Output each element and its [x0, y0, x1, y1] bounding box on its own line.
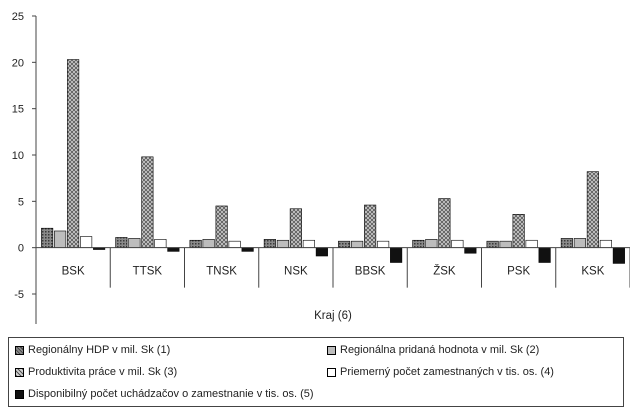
- bar-light-gray: [202, 239, 215, 248]
- legend-item-series-1: Regionálny HDP v mil. Sk (1): [15, 344, 170, 356]
- legend-label: Regionálny HDP v mil. Sk (1): [28, 344, 171, 356]
- bar-dots: [115, 237, 128, 248]
- bar-white: [599, 239, 612, 248]
- y-tick-label: 25: [12, 11, 24, 23]
- x-category-label: TTSK: [133, 266, 163, 278]
- x-category-label: BSK: [62, 266, 85, 278]
- bar-crosshatch: [512, 214, 525, 248]
- bar-black: [538, 247, 551, 263]
- bar-light-gray: [573, 238, 586, 248]
- bar-white: [451, 239, 464, 248]
- y-tick-label: 20: [12, 57, 24, 69]
- bar-white: [377, 240, 390, 248]
- x-category-label: KSK: [581, 266, 604, 278]
- bar-white: [228, 240, 241, 248]
- bar-black: [241, 247, 254, 252]
- bar-dots: [338, 240, 351, 248]
- bar-chart: -5 0 5 10 15 20 25 BSK TTSK TNSK NSK BBSK ŽSK PSK KSK K…: [12, 11, 630, 324]
- bar-black: [167, 247, 180, 252]
- bar-white: [80, 236, 93, 248]
- bar-crosshatch: [67, 59, 80, 248]
- x-category-label: ŽSK: [433, 265, 456, 278]
- bar-light-gray: [54, 230, 67, 248]
- x-category-label: NSK: [284, 266, 308, 278]
- bar-dots: [263, 239, 276, 248]
- x-category-label: BBSK: [355, 266, 386, 278]
- chart-legend: Regionálny HDP v mil. Sk (1) Regionálna …: [8, 337, 624, 407]
- y-tick-label: 10: [12, 150, 24, 162]
- bar-light-gray: [351, 240, 364, 248]
- bar-crosshatch: [141, 156, 154, 248]
- bar-black: [464, 247, 477, 254]
- legend-label: Regionálna pridaná hodnota v mil. Sk (2): [340, 344, 540, 356]
- bar-white: [525, 239, 538, 248]
- legend-swatch-white: [327, 367, 336, 377]
- legend-label: Priemerný počet zamestnaných v tis. os. …: [340, 366, 554, 378]
- bar-crosshatch: [438, 198, 451, 248]
- bar-light-gray: [425, 239, 438, 248]
- bar-white: [154, 239, 167, 248]
- legend-item-series-5: Disponibilný počet uchádzačov o zamestna…: [15, 388, 314, 400]
- bar-light-gray: [499, 240, 512, 248]
- y-tick-label: 15: [12, 104, 24, 116]
- bar-crosshatch: [289, 208, 302, 248]
- bar-dots: [41, 227, 54, 248]
- bar-crosshatch: [215, 205, 228, 248]
- legend-swatch-dots: [15, 345, 24, 355]
- bar-black: [612, 247, 625, 264]
- y-tick-label: 0: [18, 243, 24, 255]
- bar-black: [315, 247, 328, 257]
- legend-label: Produktivita práce v mil. Sk (3): [28, 366, 178, 378]
- x-axis-title: Kraj (6): [314, 310, 352, 322]
- legend-swatch-light-gray: [327, 345, 336, 355]
- bar-crosshatch: [364, 204, 377, 248]
- y-tick-label: 5: [18, 196, 24, 208]
- bar-dots: [189, 239, 202, 248]
- legend-item-series-3: Produktivita práce v mil. Sk (3): [15, 366, 177, 378]
- bar-light-gray: [128, 238, 141, 248]
- legend-item-series-4: Priemerný počet zamestnaných v tis. os. …: [327, 366, 554, 378]
- legend-swatch-black: [15, 389, 24, 399]
- bar-dots: [486, 240, 499, 248]
- y-tick-label: -5: [14, 289, 24, 301]
- bar-crosshatch: [586, 171, 599, 248]
- bar-light-gray: [276, 239, 289, 248]
- x-category-label: TNSK: [206, 266, 237, 278]
- legend-label: Disponibilný počet uchádzačov o zamestna…: [28, 388, 314, 400]
- legend-item-series-2: Regionálna pridaná hodnota v mil. Sk (2): [327, 344, 539, 356]
- bar-dots: [560, 238, 573, 248]
- bar-black: [390, 247, 403, 263]
- bar-dots: [412, 239, 425, 248]
- legend-swatch-crosshatch: [15, 367, 24, 377]
- x-category-label: PSK: [507, 266, 530, 278]
- bar-white: [302, 239, 315, 248]
